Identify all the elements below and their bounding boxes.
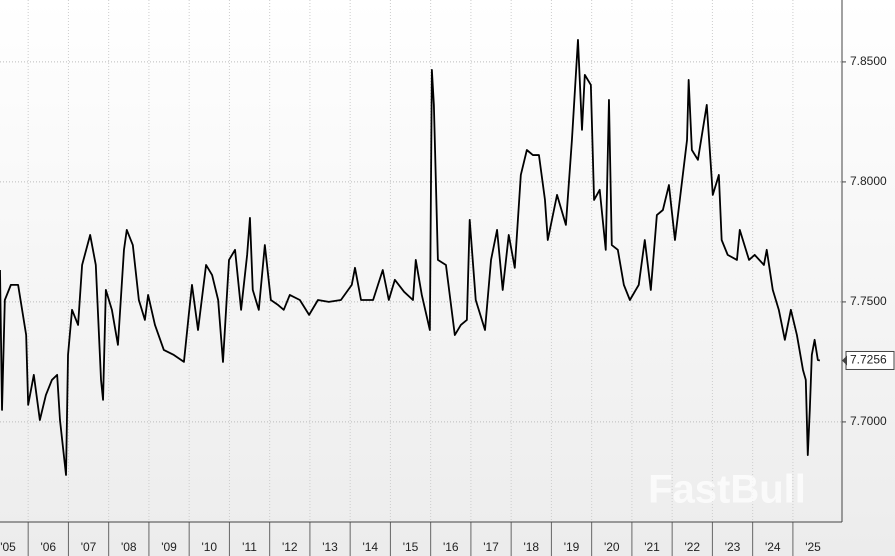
x-tick-label: '17 — [483, 540, 499, 554]
x-tick-label: '09 — [161, 540, 177, 554]
x-tick-label: '22 — [684, 540, 700, 554]
last-value-label: 7.7256 — [850, 353, 887, 367]
x-tick-label: '23 — [725, 540, 741, 554]
x-tick-label: '14 — [362, 540, 378, 554]
y-tick-label: 7.8500 — [850, 54, 887, 68]
x-tick-label: '06 — [40, 540, 56, 554]
x-tick-label: '07 — [81, 540, 97, 554]
watermark: FastBull — [648, 468, 806, 512]
last-value-pointer — [842, 355, 847, 366]
y-tick-label: 7.8000 — [850, 174, 887, 188]
x-tick-label: '24 — [765, 540, 781, 554]
x-tick-label: '19 — [564, 540, 580, 554]
x-tick-label: '20 — [604, 540, 620, 554]
x-tick-label: '05 — [0, 540, 16, 554]
x-tick-label: '13 — [322, 540, 338, 554]
x-tick-label: '10 — [201, 540, 217, 554]
x-tick-label: '21 — [644, 540, 660, 554]
line-series — [0, 38, 821, 476]
x-tick-label: '12 — [282, 540, 298, 554]
x-tick-label: '08 — [121, 540, 137, 554]
y-tick-label: 7.7500 — [850, 294, 887, 308]
x-tick-label: '11 — [242, 540, 257, 554]
y-tick-label: 7.7000 — [850, 414, 887, 428]
x-tick-label: '25 — [805, 540, 821, 554]
x-tick-label: '15 — [403, 540, 419, 554]
x-tick-label: '16 — [443, 540, 459, 554]
x-tick-label: '18 — [523, 540, 539, 554]
